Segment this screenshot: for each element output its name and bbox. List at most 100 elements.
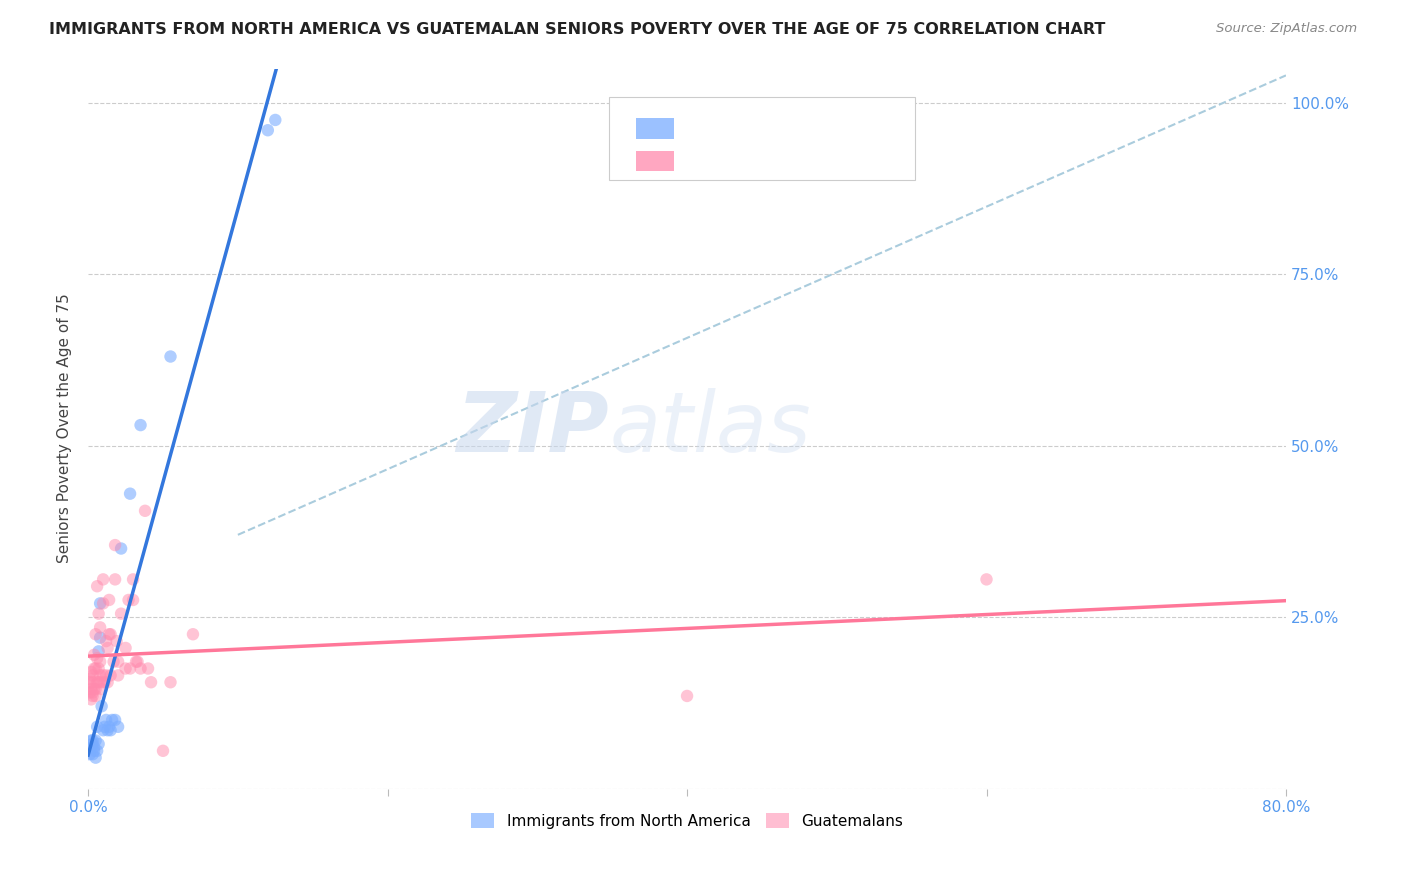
Point — [82, 675, 104, 690]
Point — [93, 720, 115, 734]
Point — [79, 747, 101, 762]
Point — [181, 627, 204, 641]
Point — [97, 640, 120, 655]
Point — [120, 486, 142, 500]
Point — [136, 661, 159, 675]
Point — [101, 713, 124, 727]
Y-axis label: Seniors Poverty Over the Age of 75: Seniors Poverty Over the Age of 75 — [58, 293, 72, 564]
Point — [82, 685, 104, 699]
Point — [86, 744, 108, 758]
Point — [264, 112, 287, 127]
Point — [86, 579, 108, 593]
FancyBboxPatch shape — [636, 119, 673, 138]
Point — [129, 661, 152, 675]
Point — [83, 648, 105, 662]
Point — [86, 675, 108, 690]
Point — [90, 675, 112, 690]
Point — [86, 651, 108, 665]
Point — [83, 744, 105, 758]
Point — [87, 644, 110, 658]
Point — [94, 668, 117, 682]
Point — [82, 668, 104, 682]
Point — [98, 593, 121, 607]
Point — [139, 675, 162, 690]
Point — [84, 661, 107, 675]
Point — [100, 627, 122, 641]
Point — [97, 675, 120, 690]
Point — [84, 733, 107, 747]
Point — [79, 672, 101, 686]
Point — [976, 573, 998, 587]
Point — [91, 723, 114, 738]
Point — [87, 675, 110, 690]
Point — [110, 607, 132, 621]
Text: R =  0.221   N = 64: R = 0.221 N = 64 — [689, 153, 838, 168]
Text: IMMIGRANTS FROM NORTH AMERICA VS GUATEMALAN SENIORS POVERTY OVER THE AGE OF 75 C: IMMIGRANTS FROM NORTH AMERICA VS GUATEMA… — [49, 22, 1105, 37]
Point — [84, 750, 107, 764]
Point — [107, 655, 129, 669]
Point — [100, 668, 122, 682]
Point — [89, 631, 111, 645]
Point — [87, 607, 110, 621]
Point — [105, 634, 128, 648]
Point — [90, 699, 112, 714]
Point — [94, 634, 117, 648]
Point — [82, 737, 104, 751]
Point — [134, 504, 156, 518]
Point — [100, 723, 122, 738]
Point — [159, 675, 181, 690]
Point — [83, 740, 105, 755]
Point — [117, 593, 139, 607]
Point — [256, 123, 278, 137]
Text: Source: ZipAtlas.com: Source: ZipAtlas.com — [1216, 22, 1357, 36]
Point — [91, 596, 114, 610]
Point — [89, 668, 111, 682]
Point — [97, 723, 120, 738]
Point — [89, 655, 111, 669]
Point — [87, 661, 110, 675]
Point — [79, 675, 101, 690]
Point — [104, 538, 127, 552]
Point — [159, 350, 181, 364]
Point — [84, 689, 107, 703]
Text: ZIP: ZIP — [457, 388, 609, 469]
Point — [120, 661, 142, 675]
Point — [80, 682, 103, 697]
Point — [129, 418, 152, 433]
Point — [80, 733, 103, 747]
Point — [107, 668, 129, 682]
Point — [122, 593, 145, 607]
Point — [103, 655, 125, 669]
Point — [98, 720, 121, 734]
Point — [114, 640, 136, 655]
Point — [87, 737, 110, 751]
FancyBboxPatch shape — [609, 97, 915, 180]
Point — [80, 665, 103, 679]
Point — [98, 627, 121, 641]
Point — [84, 682, 107, 697]
Point — [83, 682, 105, 697]
Point — [90, 682, 112, 697]
Point — [127, 655, 149, 669]
Point — [82, 689, 104, 703]
Point — [91, 668, 114, 682]
Point — [84, 627, 107, 641]
Point — [122, 573, 145, 587]
Point — [110, 541, 132, 556]
Point — [80, 740, 103, 755]
Point — [82, 733, 104, 747]
Point — [89, 596, 111, 610]
Point — [152, 744, 174, 758]
Point — [104, 713, 127, 727]
Point — [83, 661, 105, 675]
Text: R = 0.500   N = 32: R = 0.500 N = 32 — [689, 121, 832, 136]
Point — [93, 675, 115, 690]
Point — [91, 573, 114, 587]
Legend: Immigrants from North America, Guatemalans: Immigrants from North America, Guatemala… — [465, 806, 908, 835]
Point — [125, 655, 148, 669]
Point — [676, 689, 699, 703]
Point — [82, 747, 104, 762]
Point — [80, 692, 103, 706]
FancyBboxPatch shape — [636, 151, 673, 170]
Point — [79, 685, 101, 699]
